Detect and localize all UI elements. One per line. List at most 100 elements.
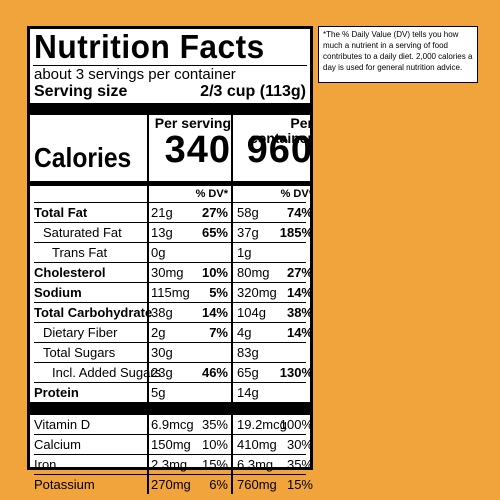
amount-per-container: 410mg — [237, 437, 277, 452]
column-divider — [231, 283, 233, 302]
dv-per-container: 30% — [286, 437, 313, 452]
calories-block: Per serving Per container Calories 340 9… — [34, 115, 313, 181]
column-divider — [231, 435, 233, 454]
dv-header-container: % DV* — [280, 188, 313, 200]
per-container-header: Per container — [249, 115, 313, 146]
amount-per-container: 19.2mcg — [237, 417, 287, 432]
column-divider — [147, 475, 149, 494]
amount-per-container: 104g — [237, 305, 266, 320]
column-divider — [231, 323, 233, 342]
nutrient-name: Incl. Added Sugars — [52, 365, 162, 380]
nutrient-name: Protein — [34, 385, 79, 400]
dv-per-container: 130% — [279, 365, 313, 380]
nutrient-name: Total Carbohydrate — [34, 305, 153, 320]
column-divider — [231, 363, 233, 382]
amount-per-serving: 30mg — [151, 265, 184, 280]
dv-per-container: 38% — [286, 305, 313, 320]
nutrient-row: Total Fat 21g 27% 58g 74% — [34, 203, 313, 223]
column-divider — [147, 343, 149, 362]
dv-header-row: % DV* % DV* — [34, 186, 313, 203]
dv-header-serving: % DV* — [195, 188, 228, 200]
column-divider — [147, 263, 149, 282]
amount-per-serving: 13g — [151, 225, 173, 240]
calories-per-serving: 340 — [164, 129, 231, 171]
column-divider — [231, 186, 233, 202]
nutrient-name: Iron — [34, 457, 57, 472]
amount-per-serving: 5g — [151, 385, 166, 400]
calories-per-container: 960 — [246, 129, 313, 171]
column-divider — [231, 223, 233, 242]
nutrient-row: Total Carbohydrate 38g 14% 104g 38% — [34, 303, 313, 323]
per-serving-header: Per serving — [154, 115, 231, 131]
amount-per-container: 58g — [237, 205, 259, 220]
nutrient-name: Saturated Fat — [43, 225, 122, 240]
column-divider — [231, 243, 233, 262]
servings-per-container: about 3 servings per container — [34, 66, 236, 83]
nutrient-name: Total Fat — [34, 205, 88, 220]
column-divider — [231, 203, 233, 222]
dv-per-serving: 27% — [201, 205, 228, 220]
column-divider — [147, 303, 149, 322]
amount-per-container: 14g — [237, 385, 259, 400]
serving-size-row: Serving size 2/3 cup (113g) — [34, 83, 306, 101]
medium-divider — [30, 181, 310, 186]
dv-per-serving: 35% — [201, 417, 228, 432]
column-divider — [231, 415, 233, 434]
column-divider — [231, 343, 233, 362]
dv-per-serving: 65% — [201, 225, 228, 240]
daily-value-footnote: *The % Daily Value (DV) tells you how mu… — [318, 26, 478, 83]
dv-per-container: 14% — [286, 285, 313, 300]
amount-per-container: 320mg — [237, 285, 277, 300]
dv-per-serving: 10% — [201, 437, 228, 452]
dv-per-container: 14% — [286, 325, 313, 340]
dv-per-container: 35% — [286, 457, 313, 472]
nutrient-name: Sodium — [34, 285, 82, 300]
thick-divider — [30, 103, 310, 115]
serving-size-label: Serving size — [34, 83, 128, 100]
dv-per-container: 15% — [286, 477, 313, 492]
dv-per-container: 27% — [286, 265, 313, 280]
column-divider — [231, 115, 233, 181]
column-divider — [147, 455, 149, 474]
nutrient-row: Saturated Fat 13g 65% 37g 185% — [34, 223, 313, 243]
dv-per-serving: 46% — [201, 365, 228, 380]
amount-per-serving: 38g — [151, 305, 173, 320]
amount-per-container: 83g — [237, 345, 259, 360]
nutrient-name: Total Sugars — [43, 345, 116, 360]
vitamin-table: Vitamin D 6.9mcg 35% 19.2mcg 100% Calcium 150m… — [34, 415, 313, 494]
column-divider — [147, 115, 149, 181]
nutrient-row: Calcium 150mg 10% 410mg 30% — [34, 435, 313, 455]
dv-per-serving: 15% — [201, 457, 228, 472]
column-divider — [147, 283, 149, 302]
column-divider — [147, 203, 149, 222]
column-divider — [231, 383, 233, 402]
nutrient-name: Vitamin D — [34, 417, 91, 432]
dv-per-serving: 6% — [209, 477, 228, 492]
nutrient-row: Iron 2.3mg 15% 6.3mg 35% — [34, 455, 313, 475]
column-divider — [147, 223, 149, 242]
nutrient-row: Incl. Added Sugars 23g 46% 65g 130% — [34, 363, 313, 383]
amount-per-serving: 150mg — [151, 437, 191, 452]
column-divider — [147, 435, 149, 454]
column-divider — [147, 323, 149, 342]
amount-per-serving: 115mg — [151, 285, 190, 300]
column-divider — [147, 383, 149, 402]
column-divider — [231, 455, 233, 474]
label-title: Nutrition Facts — [34, 28, 265, 65]
nutrient-name: Calcium — [34, 437, 81, 452]
amount-per-container: 80mg — [237, 265, 270, 280]
dv-per-serving: 14% — [201, 305, 228, 320]
dv-per-container: 185% — [279, 225, 313, 240]
column-divider — [231, 263, 233, 282]
serving-size-value: 2/3 cup (113g) — [200, 83, 306, 100]
amount-per-container: 1g — [237, 245, 252, 260]
column-divider — [147, 186, 149, 202]
nutrient-row: Cholesterol 30mg 10% 80mg 27% — [34, 263, 313, 283]
column-divider — [147, 363, 149, 382]
amount-per-serving: 2g — [151, 325, 166, 340]
amount-per-container: 760mg — [237, 477, 277, 492]
nutrient-row: Total Sugars 30g 83g — [34, 343, 306, 363]
column-divider — [231, 475, 233, 494]
dv-per-container: 100% — [279, 417, 313, 432]
amount-per-container: 37g — [237, 225, 259, 240]
